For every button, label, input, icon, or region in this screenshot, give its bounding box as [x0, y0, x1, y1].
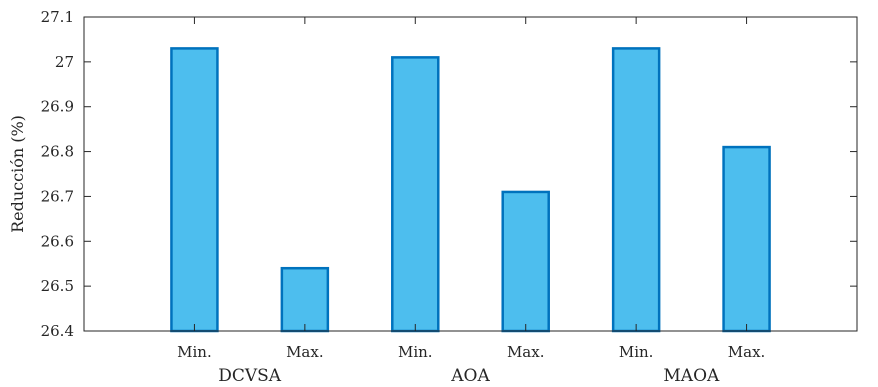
bar-3	[501, 190, 550, 333]
y-tick-label: 26.6	[41, 232, 74, 250]
bar-4	[611, 47, 661, 333]
y-tick-label: 27	[55, 53, 74, 71]
x-group-label-2: MAOA	[663, 366, 720, 386]
y-tick-label: 26.4	[41, 322, 74, 340]
x-group-label-1: AOA	[450, 366, 490, 386]
x-category-labels: Min. Max. Min. Max. Min. Max.	[177, 343, 765, 361]
y-tick-label: 26.7	[41, 187, 74, 205]
x-group-label-0: DCVSA	[218, 366, 282, 386]
y-tick-label: 27.1	[41, 8, 74, 26]
bar-5	[722, 145, 771, 333]
x-category-label: Min.	[398, 343, 433, 361]
bar-2	[391, 56, 440, 333]
plot-frame	[83, 16, 858, 332]
y-tick-label: 26.5	[41, 277, 74, 295]
ticks-layer	[84, 16, 857, 332]
x-category-label: Min.	[619, 343, 654, 361]
x-category-label: Max.	[507, 343, 545, 361]
x-category-label: Max.	[728, 343, 766, 361]
y-tick-label: 26.8	[41, 143, 74, 161]
x-category-label: Max.	[286, 343, 324, 361]
x-category-label: Min.	[177, 343, 212, 361]
bars-layer	[170, 47, 771, 333]
bar-1	[280, 266, 330, 333]
y-tick-labels: 26.4 26.5 26.6 26.7 26.8 26.9 27 27.1	[41, 8, 74, 340]
y-axis-label: Reducción (%)	[8, 115, 27, 233]
x-group-labels: DCVSA AOA MAOA	[218, 366, 720, 386]
bar-0	[170, 47, 219, 333]
y-tick-label: 26.9	[41, 98, 74, 116]
